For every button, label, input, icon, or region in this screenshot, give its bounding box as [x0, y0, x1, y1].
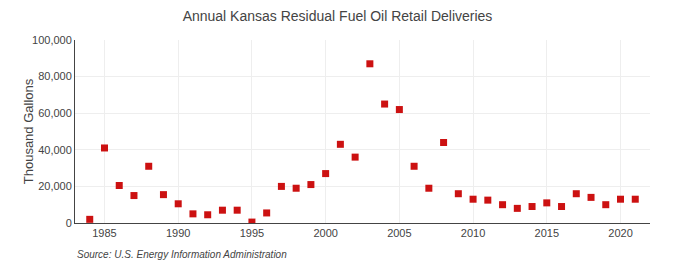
svg-text:1995: 1995 — [240, 227, 264, 239]
svg-text:1990: 1990 — [166, 227, 190, 239]
svg-text:2010: 2010 — [461, 227, 485, 239]
svg-text:20,000: 20,000 — [38, 180, 72, 192]
svg-text:Annual Kansas Residual Fuel Oi: Annual Kansas Residual Fuel Oil Retail D… — [183, 8, 493, 24]
svg-text:2020: 2020 — [608, 227, 632, 239]
svg-text:Source: U.S. Energy Informatio: Source: U.S. Energy Information Administ… — [77, 249, 287, 260]
svg-text:Thousand Gallons: Thousand Gallons — [21, 78, 36, 184]
svg-text:1985: 1985 — [92, 227, 116, 239]
svg-text:100,000: 100,000 — [32, 34, 72, 46]
svg-text:80,000: 80,000 — [38, 70, 72, 82]
svg-text:40,000: 40,000 — [38, 144, 72, 156]
svg-text:2015: 2015 — [535, 227, 559, 239]
svg-text:2005: 2005 — [387, 227, 411, 239]
svg-text:2000: 2000 — [313, 227, 337, 239]
svg-text:60,000: 60,000 — [38, 107, 72, 119]
svg-text:0: 0 — [66, 217, 72, 229]
